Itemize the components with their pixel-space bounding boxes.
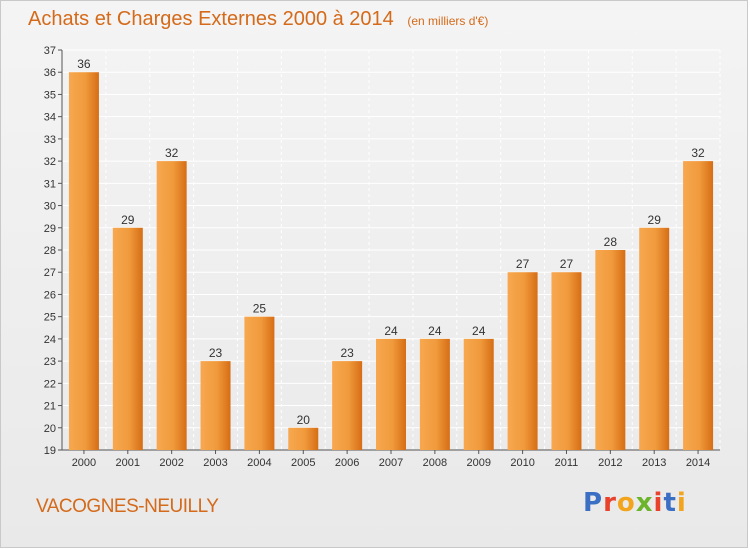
bar [683, 161, 714, 450]
y-tick-label: 25 [44, 312, 56, 324]
data-label: 29 [121, 213, 135, 227]
axes: 19 20 21 22 23 24 25 26 27 28 29 30 31 32 33 34 35 36 37 20… [44, 45, 720, 469]
data-label: 29 [648, 213, 662, 227]
bar [68, 72, 99, 450]
x-tick-label: 2004 [247, 457, 271, 469]
x-tick-label: 2003 [203, 457, 227, 469]
x-tick-label: 2012 [598, 457, 622, 469]
x-tick-label: 2001 [116, 457, 140, 469]
data-label: 20 [297, 413, 311, 427]
y-tick-label: 19 [44, 445, 56, 457]
bar [288, 427, 319, 450]
bar [507, 272, 538, 450]
logo-letter: i [676, 488, 687, 518]
y-tick-label: 20 [44, 423, 56, 435]
y-tick-label: 27 [44, 267, 56, 279]
logo-letter: t [663, 488, 677, 518]
x-tick-label: 2010 [510, 457, 534, 469]
x-tick-label: 2011 [555, 457, 579, 469]
data-label: 27 [560, 257, 574, 271]
bar [156, 161, 187, 450]
y-tick-label: 28 [44, 245, 56, 257]
data-label: 24 [472, 324, 486, 338]
bar [639, 227, 670, 450]
x-tick-label: 2013 [642, 457, 666, 469]
bar [332, 361, 363, 450]
bar [463, 338, 494, 450]
bar [244, 316, 275, 450]
x-tick-label: 2000 [72, 457, 96, 469]
logo-letter: i [653, 488, 664, 518]
y-tick-label: 29 [44, 223, 56, 235]
bar [419, 338, 450, 450]
y-tick-label: 31 [44, 178, 56, 190]
bars [68, 72, 714, 450]
bar [200, 361, 231, 450]
data-label: 32 [165, 146, 179, 160]
logo-letter: r [603, 488, 617, 518]
bar [595, 250, 626, 450]
data-label: 32 [691, 146, 705, 160]
x-tick-label: 2002 [159, 457, 183, 469]
logo-letter: x [635, 488, 654, 518]
x-tick-label: 2006 [335, 457, 359, 469]
data-label: 27 [516, 257, 530, 271]
y-tick-label: 30 [44, 201, 56, 213]
logo-letter: o [616, 488, 636, 518]
y-tick-label: 33 [44, 134, 56, 146]
bar [112, 227, 143, 450]
chart-title-text: Achats et Charges Externes 2000 à 2014 [28, 8, 394, 30]
y-tick-label: 26 [44, 289, 56, 301]
proxiti-logo: Proxiti [583, 488, 687, 518]
y-tick-label: 37 [44, 45, 56, 57]
x-tick-label: 2005 [291, 457, 315, 469]
y-tick-label: 23 [44, 356, 56, 368]
x-tick-label: 2008 [423, 457, 447, 469]
y-tick-label: 34 [44, 112, 56, 124]
data-label: 23 [340, 346, 354, 360]
y-tick-label: 24 [44, 334, 56, 346]
bar [376, 338, 406, 450]
data-label: 28 [604, 235, 618, 249]
data-label: 25 [253, 302, 267, 316]
chart-title: Achats et Charges Externes 2000 à 2014 (… [28, 8, 488, 31]
chart-subtitle: (en milliers d'€) [407, 14, 489, 28]
commune-name: VACOGNES-NEUILLY [36, 496, 219, 517]
data-labels: 36 29 32 23 25 20 23 24 24 24 27 27 28 29 32 [77, 57, 705, 427]
logo-letter: P [583, 488, 604, 518]
y-tick-label: 36 [44, 67, 56, 79]
x-tick-label: 2007 [379, 457, 403, 469]
y-tick-label: 21 [44, 401, 56, 413]
data-label: 36 [77, 57, 91, 71]
data-label: 24 [384, 324, 398, 338]
y-tick-label: 35 [44, 89, 56, 101]
data-label: 24 [428, 324, 442, 338]
y-tick-label: 32 [44, 156, 56, 168]
x-tick-label: 2009 [466, 457, 490, 469]
y-tick-label: 22 [44, 378, 56, 390]
bar [551, 272, 582, 450]
x-tick-label: 2014 [686, 457, 710, 469]
data-label: 23 [209, 346, 223, 360]
